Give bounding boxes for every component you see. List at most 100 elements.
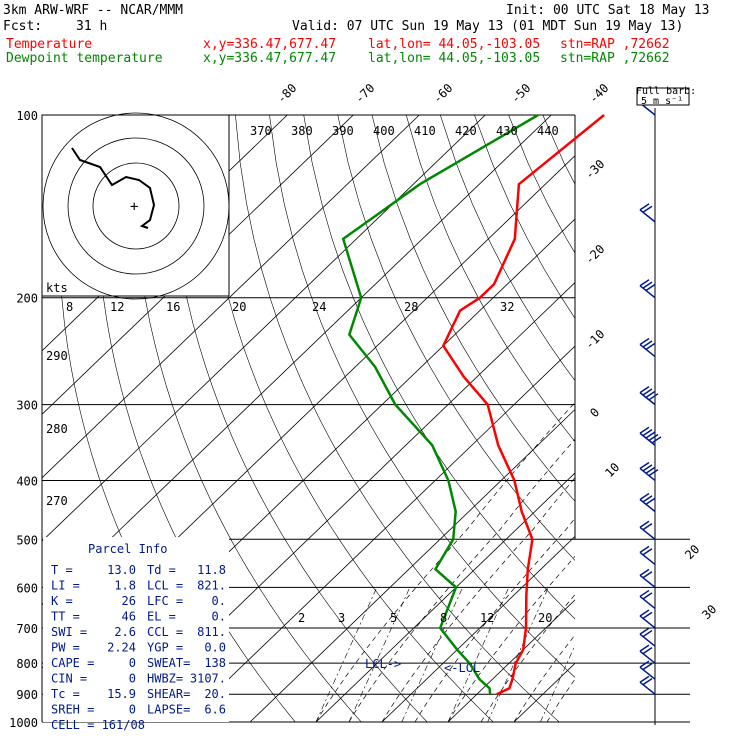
wind-barb <box>639 461 659 482</box>
parcel-key: SWEAT= <box>147 656 190 670</box>
xy-temp: x,y=336.47,677.47 <box>203 37 337 52</box>
stn-dew: stn=RAP ,72662 <box>560 51 670 66</box>
latlon-temp: lat,lon= 44.05,-103.05 <box>368 37 541 52</box>
parcel-value: 1.8 <box>114 579 136 593</box>
wind-barb <box>639 644 656 664</box>
hodograph-ring-label: 20 <box>232 300 246 314</box>
pressure-label-100: 100 <box>16 109 38 123</box>
parcel-key: CAPE = <box>51 656 94 670</box>
parcel-key: LI = <box>51 579 80 593</box>
dry-adiabat <box>611 115 740 722</box>
theta-side-label: 290 <box>46 349 68 363</box>
hodograph-units: kts <box>46 281 68 295</box>
pressure-label-500: 500 <box>16 533 38 547</box>
wind-barb-flag <box>639 644 650 652</box>
wind-barb-staff <box>639 551 656 565</box>
parcel-value: 0 <box>129 672 136 686</box>
parcel-value: 2.6 <box>114 625 136 639</box>
parcel-key: K = <box>51 594 73 608</box>
fcst-value: 31 h <box>76 19 108 34</box>
parcel-key: CCL = <box>147 625 183 639</box>
mixing-ratio-label: 3 <box>338 611 345 625</box>
wind-barb-flag <box>639 627 650 635</box>
hodograph-ring-label: 32 <box>500 300 514 314</box>
wind-barb-flag <box>639 426 650 434</box>
parcel-value: 0. <box>212 594 226 608</box>
barb-legend: Full barb: 5 m s⁻¹ <box>636 86 696 107</box>
dry-adiabat <box>337 115 575 561</box>
moist-adiabat <box>315 401 575 722</box>
parcel-value: 3107. <box>190 672 226 686</box>
wind-barb-flag <box>639 337 650 346</box>
wind-barb <box>639 385 659 406</box>
wind-barb <box>639 279 656 299</box>
wind-barb-flag <box>639 279 650 287</box>
moist-adiabat <box>580 298 740 722</box>
wind-barb-staff <box>639 666 656 680</box>
isotherm-line <box>42 115 354 415</box>
dry-adiabat <box>371 115 575 502</box>
wind-barb-flag <box>648 433 659 442</box>
legend-dewpoint: Dewpoint temperature <box>6 51 163 66</box>
parcel-key: CIN = <box>51 672 87 686</box>
moist-adiabat <box>546 678 575 722</box>
hodograph-ring-label: 24 <box>312 300 326 314</box>
temperature-line <box>441 114 605 696</box>
dewpoint-line <box>341 113 539 695</box>
wind-barb-flag <box>642 548 653 556</box>
wind-barb-staff <box>639 498 656 513</box>
isotherm-line <box>249 408 575 722</box>
wind-barb-flag <box>639 589 650 598</box>
pressure-label-1000: 1000 <box>9 716 38 730</box>
dry-adiabat <box>645 115 740 722</box>
isotherm-line <box>447 599 575 722</box>
mixing-ratio-line <box>487 587 549 722</box>
parcel-value: 2.24 <box>107 641 136 655</box>
parcel-key: EL = <box>147 610 176 624</box>
legend-temperature: Temperature <box>6 37 93 52</box>
wind-barb-flag <box>642 646 653 655</box>
wind-barb-flag <box>639 660 650 668</box>
mixing-ratio-label: 8 <box>440 611 447 625</box>
wind-barb-flag <box>645 390 656 399</box>
parcel-value: 11.8 <box>197 563 226 577</box>
wind-barb-staff <box>639 209 656 223</box>
temp-top-label: -40 <box>586 81 611 106</box>
theta-top-label: 440 <box>537 124 559 138</box>
theta-top-label: 370 <box>250 124 272 138</box>
theta-top-label: 380 <box>291 124 313 138</box>
parcel-value: 138 <box>204 656 226 670</box>
wind-barb <box>639 609 656 629</box>
parcel-key: YGP = <box>147 641 183 655</box>
parcel-value: 46 <box>122 610 136 624</box>
stn-temp: stn=RAP ,72662 <box>560 37 670 52</box>
moist-adiabat <box>348 438 575 722</box>
isotherm-line <box>183 345 575 722</box>
wind-barb-flag <box>645 466 656 474</box>
isotherm-line <box>712 115 740 722</box>
model-title: 3km ARW-WRF -- NCAR/MMM <box>3 3 184 18</box>
wind-barb-staff <box>639 681 656 695</box>
wind-barb-flag <box>639 520 650 528</box>
wind-barb <box>639 589 656 610</box>
dry-adiabat <box>542 115 575 185</box>
parcel-key: HWBZ= <box>147 672 183 686</box>
mixing-ratio-line <box>540 644 575 722</box>
parcel-value: 0 <box>129 656 136 670</box>
wind-barb <box>639 203 656 223</box>
isotherm-line <box>580 115 740 722</box>
wind-barb-flag <box>639 609 650 617</box>
isotherm-line <box>42 115 552 606</box>
mixing-ratio-label: 2 <box>298 611 305 625</box>
wind-barb-flag <box>642 592 653 600</box>
xy-dew: x,y=336.47,677.47 <box>203 51 337 66</box>
mixing-ratio-line <box>315 587 378 722</box>
dry-adiabat <box>714 115 740 722</box>
isotherm-line <box>315 472 575 722</box>
mixing-ratio-line <box>447 587 510 722</box>
wind-barb-flag <box>639 203 650 211</box>
valid-time: Valid: 07 UTC Sun 19 May 13 (01 MDT Sun … <box>292 19 684 34</box>
dry-adiabat <box>474 115 575 319</box>
